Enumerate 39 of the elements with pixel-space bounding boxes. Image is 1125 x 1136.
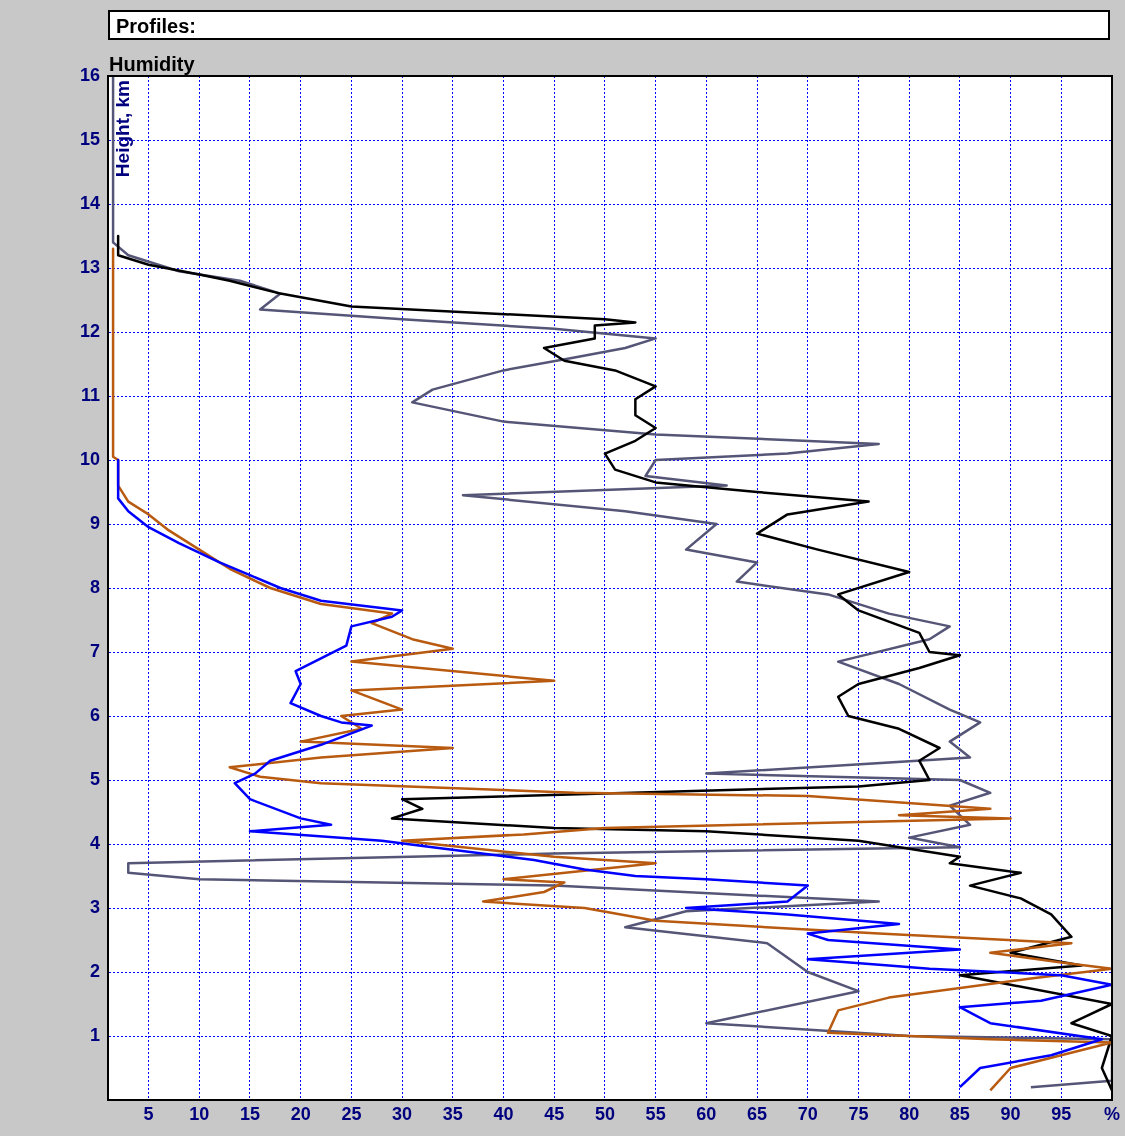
y-tick-label: 8 xyxy=(89,576,100,597)
x-tick-label: 65 xyxy=(747,1103,768,1124)
y-axis-title: Height, km xyxy=(112,80,134,178)
x-tick-label: 15 xyxy=(239,1103,260,1124)
text: Profiles: xyxy=(116,15,197,38)
x-tick-label: 85 xyxy=(949,1103,970,1124)
x-tick-label: 40 xyxy=(493,1103,514,1124)
y-tick-label: 10 xyxy=(79,448,100,469)
y-tick-label: 13 xyxy=(79,256,100,277)
y-tick-label: 3 xyxy=(89,896,100,917)
y-tick-label: 6 xyxy=(89,704,100,725)
x-tick-label: 35 xyxy=(442,1103,463,1124)
y-tick-label: 11 xyxy=(80,384,100,405)
x-tick-label: 50 xyxy=(594,1103,615,1124)
y-tick-label: 5 xyxy=(89,768,100,789)
x-tick-label: % xyxy=(1103,1103,1121,1124)
x-tick-label: 30 xyxy=(392,1103,413,1124)
chart-title: Humidity xyxy=(109,52,196,75)
x-tick-label: 20 xyxy=(290,1103,311,1124)
x-tick-label: 90 xyxy=(1000,1103,1021,1124)
y-tick-label: 4 xyxy=(89,832,100,853)
x-tick-label: 25 xyxy=(341,1103,362,1124)
x-tick-label: 60 xyxy=(696,1103,717,1124)
y-tick-label: 2 xyxy=(89,960,100,981)
y-tick-label: 12 xyxy=(79,320,100,341)
x-tick-label: 45 xyxy=(544,1103,565,1124)
x-tick-label: 5 xyxy=(143,1103,154,1124)
y-tick-label: 7 xyxy=(89,640,100,661)
x-tick-label: 70 xyxy=(797,1103,818,1124)
x-tick-label: 55 xyxy=(645,1103,666,1124)
y-tick-label: 16 xyxy=(79,64,100,85)
x-tick-label: 75 xyxy=(848,1103,869,1124)
y-tick-label: 15 xyxy=(79,128,100,149)
x-tick-label: 10 xyxy=(189,1103,210,1124)
y-tick-label: 9 xyxy=(89,512,100,533)
y-tick-label: 14 xyxy=(79,192,100,213)
x-tick-label: 80 xyxy=(899,1103,920,1124)
x-tick-label: 95 xyxy=(1051,1103,1072,1124)
y-tick-label: 1 xyxy=(89,1024,100,1045)
